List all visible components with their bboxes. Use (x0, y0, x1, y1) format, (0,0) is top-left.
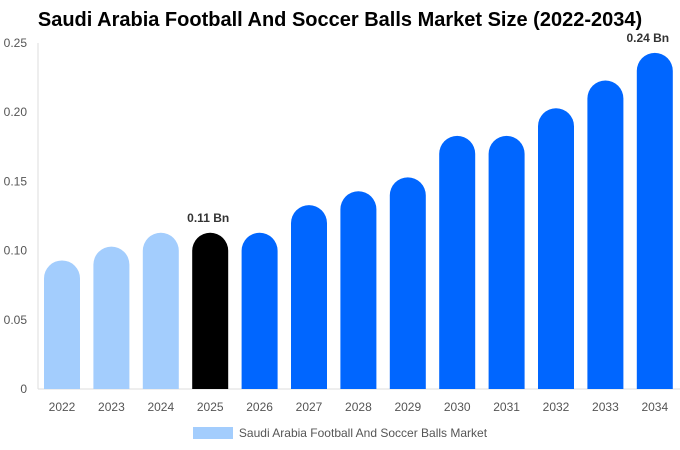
bar-2034 (636, 52, 673, 389)
x-tick-label: 2032 (543, 400, 570, 414)
x-tick-label: 2029 (394, 400, 421, 414)
x-tick-label: 2026 (246, 400, 273, 414)
x-tick-label: 2033 (592, 400, 619, 414)
bar-2027 (291, 205, 327, 389)
bar-2022 (44, 260, 80, 389)
y-tick-label: 0.25 (4, 36, 28, 50)
x-tick-label: 2025 (197, 400, 224, 414)
x-tick-label: 2034 (641, 400, 668, 414)
legend-label: Saudi Arabia Football And Soccer Balls M… (238, 426, 488, 440)
x-tick-label: 2031 (493, 400, 520, 414)
bar-2028 (340, 191, 377, 389)
y-tick-label: 0.15 (4, 174, 28, 188)
bar-2030 (439, 135, 476, 389)
data-label-2034: 0.24 Bn (626, 31, 669, 45)
x-tick-label: 2028 (345, 400, 372, 414)
data-label-2025: 0.11 Bn (187, 211, 229, 225)
bar-2032 (538, 108, 574, 389)
y-tick-label: 0.10 (4, 244, 28, 258)
bar-2033 (587, 80, 624, 389)
bar-2023 (93, 246, 130, 389)
bar-2031 (488, 135, 525, 389)
legend-swatch (192, 427, 233, 439)
chart-title: Saudi Arabia Football And Soccer Balls M… (37, 9, 643, 31)
x-tick-label: 2022 (49, 400, 76, 414)
bar-2025 (192, 232, 229, 389)
bar-2026 (241, 232, 278, 389)
bar-2029 (389, 177, 426, 389)
y-tick-label: 0.05 (4, 313, 28, 327)
x-tick-label: 2024 (147, 400, 174, 414)
y-tick-label: 0 (20, 382, 27, 396)
x-tick-label: 2023 (98, 400, 125, 414)
x-tick-label: 2027 (296, 400, 323, 414)
y-tick-label: 0.20 (4, 105, 28, 119)
legend: Saudi Arabia Football And Soccer Balls M… (0, 426, 680, 440)
x-tick-label: 2030 (444, 400, 471, 414)
bar-2024 (142, 232, 179, 389)
